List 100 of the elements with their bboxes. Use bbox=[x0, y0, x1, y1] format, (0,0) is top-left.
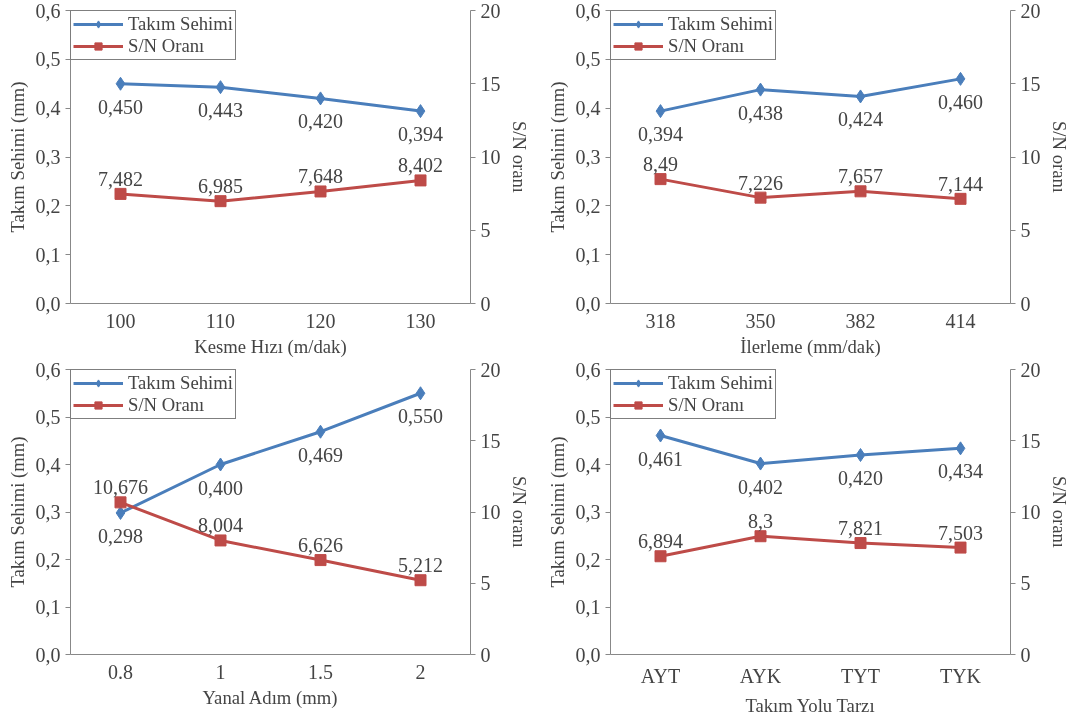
data-label: 8,3 bbox=[748, 510, 773, 533]
y-tick-label: 0,0 bbox=[35, 643, 61, 666]
y-tick-label: 0,0 bbox=[575, 292, 601, 315]
x-tick-label: 1.5 bbox=[308, 660, 333, 683]
x-axis-title: Yanal Adım (mm) bbox=[202, 686, 338, 709]
y2-tick-label: 10 bbox=[480, 146, 501, 168]
y-tick-label: 0,6 bbox=[575, 358, 601, 381]
data-label: 7,821 bbox=[838, 517, 883, 540]
x-axis-title: Takım Yolu Tarzı bbox=[745, 694, 875, 716]
data-label: 0,298 bbox=[98, 524, 143, 547]
y-tick-label: 0,5 bbox=[35, 406, 61, 428]
x-tick-label: 414 bbox=[945, 309, 976, 332]
y-tick-label: 0,2 bbox=[575, 548, 601, 571]
legend-label: S/N Oranı bbox=[128, 35, 205, 57]
legend-label: S/N Oranı bbox=[668, 35, 745, 57]
y-axis-title: Takım Sehimi (mm) bbox=[6, 436, 29, 588]
y-tick-label: 0,6 bbox=[575, 0, 601, 22]
y2-axis-title: S/N oranı bbox=[1048, 475, 1070, 549]
data-label: 6,894 bbox=[638, 530, 683, 553]
y-axis-title: Takım Sehimi (mm) bbox=[546, 436, 569, 588]
data-label: 0,460 bbox=[938, 90, 983, 113]
y-tick-label: 0,1 bbox=[35, 596, 61, 618]
y2-tick-label: 15 bbox=[1020, 72, 1041, 95]
data-label: 7,144 bbox=[938, 172, 983, 195]
data-label: 7,648 bbox=[298, 165, 343, 188]
legend-label: S/N Oranı bbox=[668, 394, 745, 416]
y-tick-label: 0,2 bbox=[35, 194, 61, 217]
x-tick-label: 2 bbox=[415, 660, 426, 683]
data-label: 6,985 bbox=[198, 175, 243, 198]
y2-tick-label: 20 bbox=[480, 358, 501, 381]
x-tick-label: 1 bbox=[215, 660, 226, 683]
x-tick-label: 110 bbox=[205, 309, 236, 332]
y2-tick-label: 5 bbox=[480, 572, 491, 595]
y-tick-label: 0,3 bbox=[575, 146, 601, 168]
y-tick-label: 0,4 bbox=[575, 453, 601, 476]
data-label: 7,503 bbox=[938, 521, 983, 544]
legend-label: Takım Sehimi bbox=[668, 372, 773, 394]
y2-tick-label: 15 bbox=[480, 72, 501, 95]
x-tick-label: 100 bbox=[105, 309, 136, 332]
x-tick-label: 382 bbox=[845, 309, 876, 332]
x-axis-title: Kesme Hızı (m/dak) bbox=[194, 335, 347, 358]
y2-tick-label: 0 bbox=[480, 292, 491, 315]
y-tick-label: 0,6 bbox=[35, 358, 61, 381]
y2-tick-label: 20 bbox=[1020, 0, 1041, 22]
y-tick-label: 0,3 bbox=[575, 501, 601, 523]
y-tick-label: 0,2 bbox=[35, 548, 61, 571]
data-label: 7,482 bbox=[98, 167, 143, 190]
y2-tick-label: 10 bbox=[1020, 146, 1041, 168]
y-tick-label: 0,1 bbox=[575, 596, 601, 618]
data-label: 0,420 bbox=[838, 467, 883, 489]
x-axis-title: İlerleme (mm/dak) bbox=[740, 335, 881, 358]
data-label: 8,004 bbox=[198, 514, 243, 537]
y-axis-title: Takım Sehimi (mm) bbox=[6, 81, 29, 233]
y2-tick-label: 20 bbox=[1020, 358, 1041, 381]
data-label: 8,49 bbox=[643, 153, 678, 176]
x-tick-label: 318 bbox=[645, 309, 676, 332]
y2-tick-label: 5 bbox=[1020, 219, 1031, 242]
x-tick-label: 0.8 bbox=[108, 660, 133, 683]
x-tick-label: AYK bbox=[739, 664, 782, 687]
y2-tick-label: 0 bbox=[1020, 292, 1031, 315]
data-label: 0,424 bbox=[838, 108, 883, 131]
data-label: 0,402 bbox=[738, 475, 783, 498]
data-label: 0,450 bbox=[98, 95, 143, 118]
y-tick-label: 0,4 bbox=[35, 453, 61, 476]
data-label: 0,434 bbox=[938, 460, 983, 483]
y2-tick-label: 10 bbox=[1020, 501, 1041, 523]
y-tick-label: 0,4 bbox=[35, 97, 61, 120]
legend-label: Takım Sehimi bbox=[668, 13, 773, 35]
y-tick-label: 0,0 bbox=[35, 292, 61, 315]
y-tick-label: 0,5 bbox=[575, 406, 601, 428]
data-label: 0,550 bbox=[398, 405, 443, 428]
data-label: 0,438 bbox=[738, 101, 783, 124]
legend-label: Takım Sehimi bbox=[128, 13, 233, 35]
data-label: 7,657 bbox=[838, 165, 883, 188]
data-label: 0,394 bbox=[638, 123, 683, 146]
y-tick-label: 0,1 bbox=[35, 243, 61, 266]
y2-axis-title: S/N oranı bbox=[508, 120, 530, 194]
x-tick-label: TYK bbox=[939, 664, 982, 687]
y-tick-label: 0,4 bbox=[575, 97, 601, 120]
data-label: 0,469 bbox=[298, 443, 343, 466]
y-tick-label: 0,1 bbox=[575, 243, 601, 266]
y-tick-label: 0,5 bbox=[575, 48, 601, 71]
x-tick-label: 350 bbox=[745, 309, 776, 332]
x-tick-label: TYT bbox=[841, 664, 880, 687]
x-tick-label: AYT bbox=[640, 664, 681, 687]
y2-tick-label: 15 bbox=[480, 429, 501, 452]
x-tick-label: 120 bbox=[305, 309, 336, 332]
data-label: 0,394 bbox=[398, 123, 443, 146]
data-label: 0,420 bbox=[298, 110, 343, 133]
y2-tick-label: 5 bbox=[1020, 572, 1031, 595]
y2-tick-label: 10 bbox=[480, 501, 501, 523]
y2-tick-label: 20 bbox=[480, 0, 501, 22]
y-tick-label: 0,0 bbox=[575, 643, 601, 666]
legend-label: Takım Sehimi bbox=[128, 372, 233, 394]
y-tick-label: 0,5 bbox=[35, 48, 61, 71]
y2-tick-label: 15 bbox=[1020, 429, 1041, 452]
data-label: 8,402 bbox=[398, 154, 443, 177]
data-label: 7,226 bbox=[738, 171, 783, 194]
y-tick-label: 0,2 bbox=[575, 194, 601, 217]
data-label: 10,676 bbox=[93, 476, 148, 499]
